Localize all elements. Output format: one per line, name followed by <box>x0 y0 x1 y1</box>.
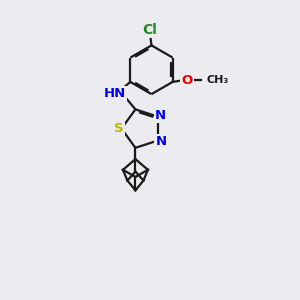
Text: O: O <box>181 74 193 87</box>
Text: CH₃: CH₃ <box>206 76 229 85</box>
Text: N: N <box>155 136 167 148</box>
Text: S: S <box>114 122 124 135</box>
Text: Cl: Cl <box>142 23 158 37</box>
Text: HN: HN <box>104 87 126 100</box>
Text: N: N <box>155 109 166 122</box>
